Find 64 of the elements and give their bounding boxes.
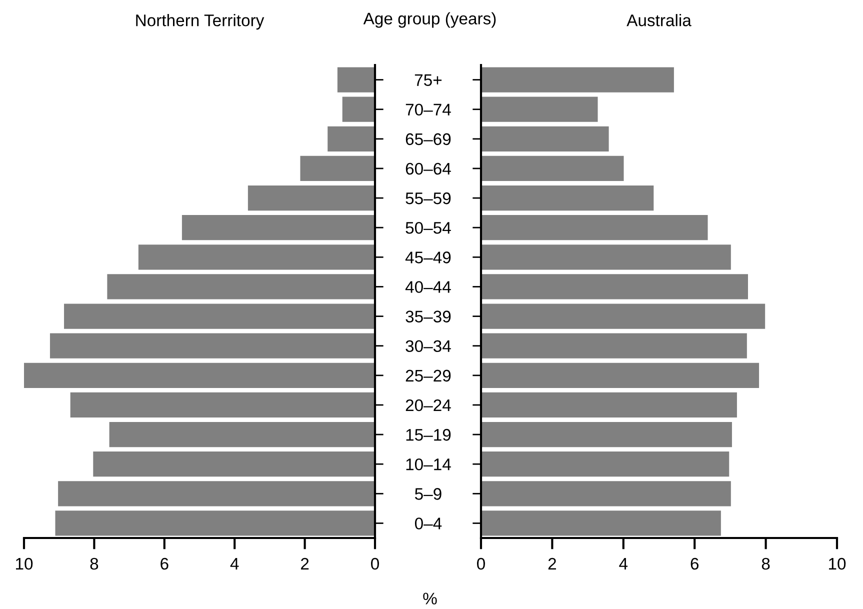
bar xyxy=(481,392,737,418)
y-tick-label: 35–39 xyxy=(406,310,451,322)
bar xyxy=(481,215,708,240)
bar xyxy=(481,244,731,270)
x-tick-label: 2 xyxy=(548,558,556,570)
bar xyxy=(328,126,375,152)
bar xyxy=(50,333,375,358)
y-tick-label: 0–4 xyxy=(414,518,442,530)
bar xyxy=(481,304,766,329)
bar xyxy=(481,452,730,477)
bar xyxy=(248,185,375,211)
bar xyxy=(481,333,747,358)
y-tick-label: 70–74 xyxy=(406,104,451,116)
bar xyxy=(481,126,609,152)
x-tick-label: 10 xyxy=(16,558,33,570)
bar xyxy=(70,392,375,418)
x-tick-label: 6 xyxy=(160,558,168,570)
chart-title: Northern Territory xyxy=(136,14,264,30)
y-tick-label: 30–34 xyxy=(406,340,451,352)
text: Age group (years) xyxy=(363,12,496,28)
bar xyxy=(24,362,375,388)
bar xyxy=(481,510,721,536)
y-tick-label: 10–14 xyxy=(406,458,451,470)
bar xyxy=(182,215,375,240)
bar xyxy=(337,67,375,92)
bar xyxy=(481,362,760,388)
y-tick-label: 55–59 xyxy=(406,192,451,204)
chart-title: Australia xyxy=(626,14,692,26)
x-tick-label: 0 xyxy=(371,558,379,570)
bar xyxy=(342,96,375,122)
y-tick-label: 5–9 xyxy=(414,488,442,500)
y-tick-label: 20–24 xyxy=(406,399,451,412)
x-tick-label: 0 xyxy=(477,558,485,570)
bar xyxy=(481,274,748,300)
bar xyxy=(481,185,654,211)
bar xyxy=(109,422,375,448)
bar xyxy=(93,452,375,477)
bar xyxy=(107,274,375,300)
bar xyxy=(481,481,731,506)
y-tick-label: 25–29 xyxy=(406,370,451,382)
x-tick-label: 10 xyxy=(829,558,846,570)
bar xyxy=(481,67,674,92)
y-tick-label: 65–69 xyxy=(406,133,451,146)
y-tick-label: 15–19 xyxy=(406,428,451,441)
x-tick-label: 8 xyxy=(90,558,98,570)
text: % xyxy=(423,592,437,604)
y-tick-label: 40–44 xyxy=(405,281,451,293)
x-tick-label: 6 xyxy=(690,558,698,570)
bar xyxy=(481,96,598,122)
bar xyxy=(481,422,732,448)
bar xyxy=(300,156,375,182)
bar xyxy=(58,481,375,506)
bar xyxy=(481,156,624,182)
x-tick-label: 8 xyxy=(762,558,770,570)
x-tick-label: 4 xyxy=(619,558,628,570)
y-tick-label: 45–49 xyxy=(405,252,451,264)
y-tick-label: 60–64 xyxy=(406,162,451,175)
bar xyxy=(55,510,375,536)
x-tick-label: 2 xyxy=(301,558,309,570)
bar xyxy=(64,304,375,329)
x-tick-label: 4 xyxy=(230,558,239,570)
y-tick-label: 75+ xyxy=(414,74,442,86)
y-tick-label: 50–54 xyxy=(406,222,451,234)
bar xyxy=(138,244,375,270)
